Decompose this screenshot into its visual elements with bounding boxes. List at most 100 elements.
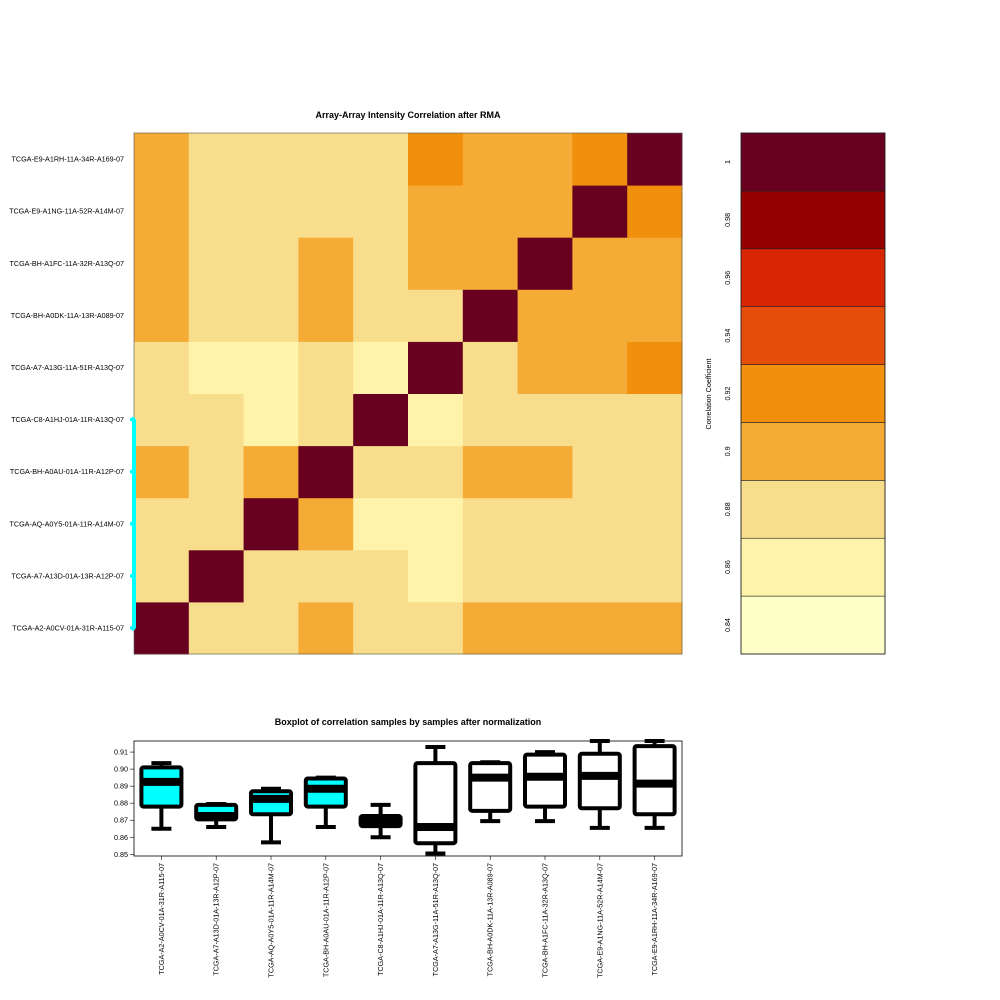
heatmap-cell xyxy=(243,445,299,499)
heatmap-cell xyxy=(353,601,409,655)
heatmap-cell xyxy=(134,289,190,342)
y-tick-label: 0.91 xyxy=(114,748,128,757)
heatmap-cell xyxy=(408,393,464,447)
heatmap-cell xyxy=(517,237,573,290)
y-tick-label: 0.85 xyxy=(114,850,128,859)
heatmap-cell xyxy=(134,393,190,447)
heatmap-cells xyxy=(133,132,683,655)
heatmap-cell xyxy=(408,237,464,290)
heatmap-cell xyxy=(134,237,190,290)
boxplot-title: Boxplot of correlation samples by sample… xyxy=(275,717,542,727)
heatmap-cell xyxy=(243,289,299,342)
legend-tick-label: 0.86 xyxy=(723,560,732,574)
heatmap-cell xyxy=(188,237,245,290)
legend-swatch xyxy=(740,306,886,365)
box-7: TCGA-BH-A0DK-11A-13R-A089-07 xyxy=(468,760,513,976)
heatmap-cell xyxy=(243,497,299,551)
heatmap-cell xyxy=(243,133,299,186)
box-iqr xyxy=(577,751,622,811)
box-iqr xyxy=(468,761,513,813)
heatmap-cell xyxy=(627,289,683,342)
heatmap-cell xyxy=(517,601,573,655)
heatmap-cell xyxy=(517,341,573,394)
legend-frame xyxy=(740,132,886,655)
heatmap-cell xyxy=(188,497,245,551)
heatmap-cell xyxy=(627,133,683,186)
legend-swatch xyxy=(740,364,886,423)
heatmap-cell xyxy=(134,497,190,551)
heatmap-cell xyxy=(627,549,683,603)
x-tick-label: TCGA-BH-A0DK-11A-13R-A089-07 xyxy=(486,863,495,976)
x-tick-label: TCGA-A7-A13D-01A-13R-A12P-07 xyxy=(212,863,221,976)
heatmap-cell xyxy=(572,393,628,447)
x-tick-label: TCGA-BH-A1FC-11A-32R-A13Q-07 xyxy=(541,863,550,978)
heatmap-cell xyxy=(627,445,683,499)
heatmap-cell xyxy=(572,237,628,290)
heatmap-cell xyxy=(462,549,519,603)
x-tick-label: TCGA-A2-A0CV-01A-31R-A115-07 xyxy=(157,863,166,975)
heatmap-cell xyxy=(572,341,628,394)
box-8: TCGA-BH-A1FC-11A-32R-A13Q-07 xyxy=(523,750,567,978)
legend-axis-label: Correlation Coefficient xyxy=(704,359,713,430)
box-6: TCGA-A7-A13G-11A-51R-A13Q-07 xyxy=(413,744,458,976)
heatmap-cell xyxy=(408,341,464,394)
heatmap-cell xyxy=(188,393,245,447)
legend-swatch xyxy=(740,422,886,481)
heatmap-cell xyxy=(134,133,190,186)
heatmap-cell xyxy=(298,185,354,238)
heatmap-cell xyxy=(517,289,573,342)
heatmap-cell xyxy=(462,445,519,499)
heatmap-cell xyxy=(134,445,190,499)
heatmap-cell xyxy=(408,445,464,499)
heatmap-cell xyxy=(627,185,683,238)
heatmap-cell xyxy=(353,237,409,290)
heatmap-cell xyxy=(627,601,683,655)
heatmap-cell xyxy=(408,185,464,238)
legend-tick-label: 0.84 xyxy=(723,618,732,632)
heatmap-cell xyxy=(188,341,245,394)
heatmap-group-bracket xyxy=(130,417,136,631)
legend-swatch xyxy=(740,595,886,655)
box-3: TCGA-AQ-A0Y5-01A-11R-A14M-07 xyxy=(249,786,293,978)
color-legend: 0.84 0.86 0.88 0.9 0.92 0.94 0.96 0.98 1 xyxy=(723,132,886,655)
legend-tick-label: 0.88 xyxy=(723,502,732,516)
heatmap-cell xyxy=(353,549,409,603)
heatmap-cell xyxy=(517,185,573,238)
heatmap-cell xyxy=(462,341,519,394)
heatmap-cell xyxy=(572,601,628,655)
box-iqr xyxy=(413,761,458,846)
boxplot-frame xyxy=(133,740,683,857)
heatmap-cell xyxy=(408,549,464,603)
heatmap-cell xyxy=(188,445,245,499)
y-tick-label: 0.88 xyxy=(114,799,128,808)
heatmap-cell xyxy=(517,133,573,186)
heatmap-cell xyxy=(353,341,409,394)
box-9: TCGA-E9-A1NG-11A-52R-A14M-07 xyxy=(577,739,622,978)
heatmap-cell xyxy=(188,133,245,186)
heatmap-frame xyxy=(133,132,683,655)
heatmap-title: Array-Array Intensity Correlation after … xyxy=(315,110,501,120)
heatmap-cell xyxy=(353,185,409,238)
x-tick-label: TCGA-A7-A13G-11A-51R-A13Q-07 xyxy=(431,863,440,976)
heatmap-cell xyxy=(243,393,299,447)
boxplot-panel: 0.85 0.86 0.87 0.88 0.89 0.90 0.91 TCGA-A2-A0CV… xyxy=(114,739,683,978)
heatmap-cell xyxy=(134,341,190,394)
heatmap-cell xyxy=(462,601,519,655)
legend-tick-label: 0.92 xyxy=(723,387,732,401)
heatmap-cell xyxy=(298,393,354,447)
x-tick-label: TCGA-C8-A1HJ-01A-11R-A13Q-07 xyxy=(376,863,385,976)
heatmap-cell xyxy=(408,133,464,186)
heatmap-cell xyxy=(188,185,245,238)
heatmap-cell xyxy=(627,341,683,394)
heatmap-cell xyxy=(462,237,519,290)
heatmap-cell xyxy=(353,289,409,342)
heatmap-cell xyxy=(243,237,299,290)
heatmap-cell xyxy=(298,289,354,342)
heatmap-cell xyxy=(462,393,519,447)
heatmap-cell xyxy=(134,185,190,238)
group-bracket-dot xyxy=(130,573,136,579)
heatmap-cell xyxy=(462,133,519,186)
legend-swatch xyxy=(740,190,886,250)
heatmap-cell xyxy=(627,237,683,290)
heatmap-cell xyxy=(408,497,464,551)
